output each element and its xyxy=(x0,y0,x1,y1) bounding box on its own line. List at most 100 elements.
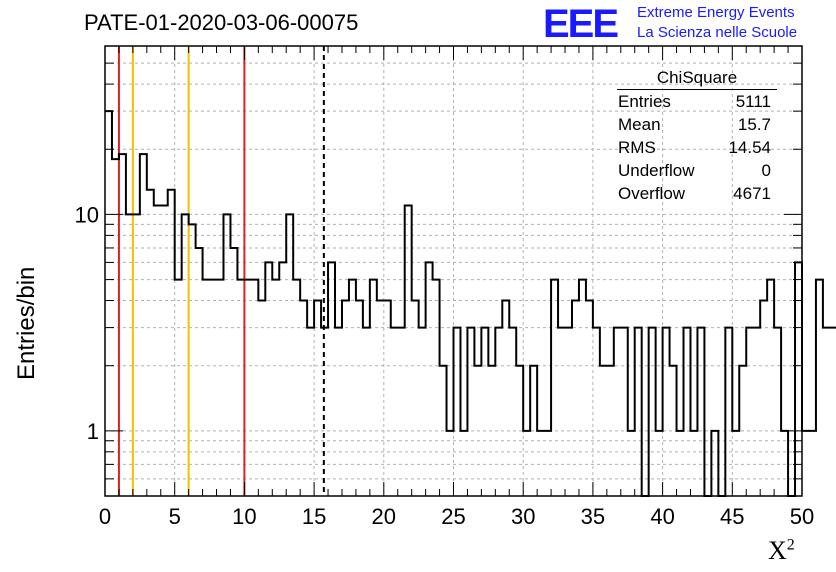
stats-row-entries: Entries 5111 xyxy=(611,90,777,113)
tick-labels: 0 5 10 15 20 25 30 35 40 45 50 1 10 xyxy=(75,202,815,529)
stats-label: Mean xyxy=(618,115,661,134)
histogram-bin xyxy=(802,431,809,496)
histogram-bin xyxy=(349,280,356,496)
stats-box: ChiSquare Entries 5111 Mean 15.7 RMS 14.… xyxy=(611,68,777,205)
stats-value: 14.54 xyxy=(728,138,771,157)
histogram-bin xyxy=(251,280,258,496)
histogram-line xyxy=(105,110,836,497)
histogram-bin xyxy=(293,280,300,496)
x-tick-label: 15 xyxy=(302,504,326,529)
histogram-bin xyxy=(781,431,788,496)
x-tick-label: 10 xyxy=(232,504,256,529)
histogram-bin xyxy=(795,262,802,496)
histogram-bin xyxy=(544,431,551,496)
stats-title: ChiSquare xyxy=(617,68,777,90)
stats-value: 4671 xyxy=(733,184,771,203)
histogram-bin xyxy=(105,111,112,496)
histogram-bin xyxy=(690,431,697,496)
logo-text-line1: Extreme Energy Events xyxy=(637,4,795,21)
histogram-bin xyxy=(614,328,621,496)
histogram-bin xyxy=(189,224,196,496)
histogram-bin xyxy=(286,214,293,496)
histogram-bin xyxy=(767,280,774,496)
histogram-bin xyxy=(670,366,677,496)
histogram-bin xyxy=(370,280,377,496)
y-tick-label: 10 xyxy=(75,202,99,227)
histogram-bin xyxy=(530,366,537,496)
histogram-bin xyxy=(635,328,642,496)
histogram-bin xyxy=(753,328,760,496)
histogram-bin xyxy=(474,366,481,496)
histogram-bin xyxy=(328,262,335,496)
histogram-bin xyxy=(593,328,600,496)
histogram-bin xyxy=(495,328,502,496)
axis-ticks xyxy=(104,45,803,497)
histogram-bin xyxy=(621,328,628,496)
histogram-bin xyxy=(244,280,251,496)
eee-logo: EEE xyxy=(543,2,619,46)
histogram-bin xyxy=(391,328,398,496)
histogram-bin xyxy=(774,328,781,496)
logo-text-line2: La Scienza nelle Scuole xyxy=(637,24,798,41)
histogram-bin xyxy=(746,328,753,496)
histogram-bin xyxy=(412,301,419,496)
histogram-bin xyxy=(203,280,210,496)
histogram-bin xyxy=(342,301,349,496)
histogram-bin xyxy=(133,214,140,496)
histogram-bin xyxy=(363,328,370,496)
histogram-bin xyxy=(447,431,454,496)
histogram-bin xyxy=(760,301,767,496)
histogram-bin xyxy=(823,328,830,496)
x-tick-label: 45 xyxy=(720,504,744,529)
stats-value: 5111 xyxy=(735,92,771,111)
histogram-bin xyxy=(154,205,161,496)
histogram-bin xyxy=(384,301,391,496)
histogram-bin xyxy=(335,328,342,496)
histogram-bin xyxy=(356,301,363,496)
stats-row-rms: RMS 14.54 xyxy=(611,136,777,159)
histogram-bin xyxy=(558,328,565,496)
histogram-bin xyxy=(175,280,182,496)
x-tick-label: 35 xyxy=(581,504,605,529)
histogram-bin xyxy=(454,328,461,496)
x-tick-label: 0 xyxy=(99,504,111,529)
histogram-bin xyxy=(725,328,732,496)
histogram-bin xyxy=(314,301,321,496)
histogram-bin xyxy=(210,280,217,496)
reference-lines xyxy=(117,46,325,496)
x-tick-label: 25 xyxy=(441,504,465,529)
histogram-bin xyxy=(398,328,405,496)
histogram-bin xyxy=(126,214,133,496)
histogram-bin xyxy=(237,280,244,496)
histogram-bin xyxy=(607,366,614,496)
histogram-bin xyxy=(488,366,495,496)
histogram-bin xyxy=(684,328,691,496)
histogram-bin xyxy=(551,280,558,496)
x-tick-label: 5 xyxy=(169,504,181,529)
histogram-bin xyxy=(732,431,739,496)
histogram-bin xyxy=(119,154,126,496)
histogram-bin xyxy=(809,431,816,496)
stats-value: 0 xyxy=(761,161,771,180)
histogram-bin xyxy=(217,280,224,496)
stats-label: RMS xyxy=(618,138,656,157)
histogram-bin xyxy=(516,366,523,496)
histogram-bin xyxy=(523,431,530,496)
histogram-bin xyxy=(433,280,440,496)
stats-row-mean: Mean 15.7 xyxy=(611,113,777,136)
histogram-bin xyxy=(677,431,684,496)
histogram-bin xyxy=(258,301,265,496)
x-axis-label-sup: 2 xyxy=(786,536,795,554)
y-tick-label: 1 xyxy=(87,419,99,444)
histogram-bin xyxy=(426,262,433,496)
histogram-bin xyxy=(460,431,467,496)
histogram-bin xyxy=(307,328,314,496)
histogram-bin xyxy=(656,431,663,496)
histogram-bin xyxy=(600,366,607,496)
chart-title: PATE-01-2020-03-06-00075 xyxy=(84,10,359,35)
histogram-bin xyxy=(509,328,516,496)
histogram-bin xyxy=(739,366,746,496)
histogram-bin xyxy=(440,366,447,496)
x-axis-label: X2 xyxy=(768,536,795,566)
